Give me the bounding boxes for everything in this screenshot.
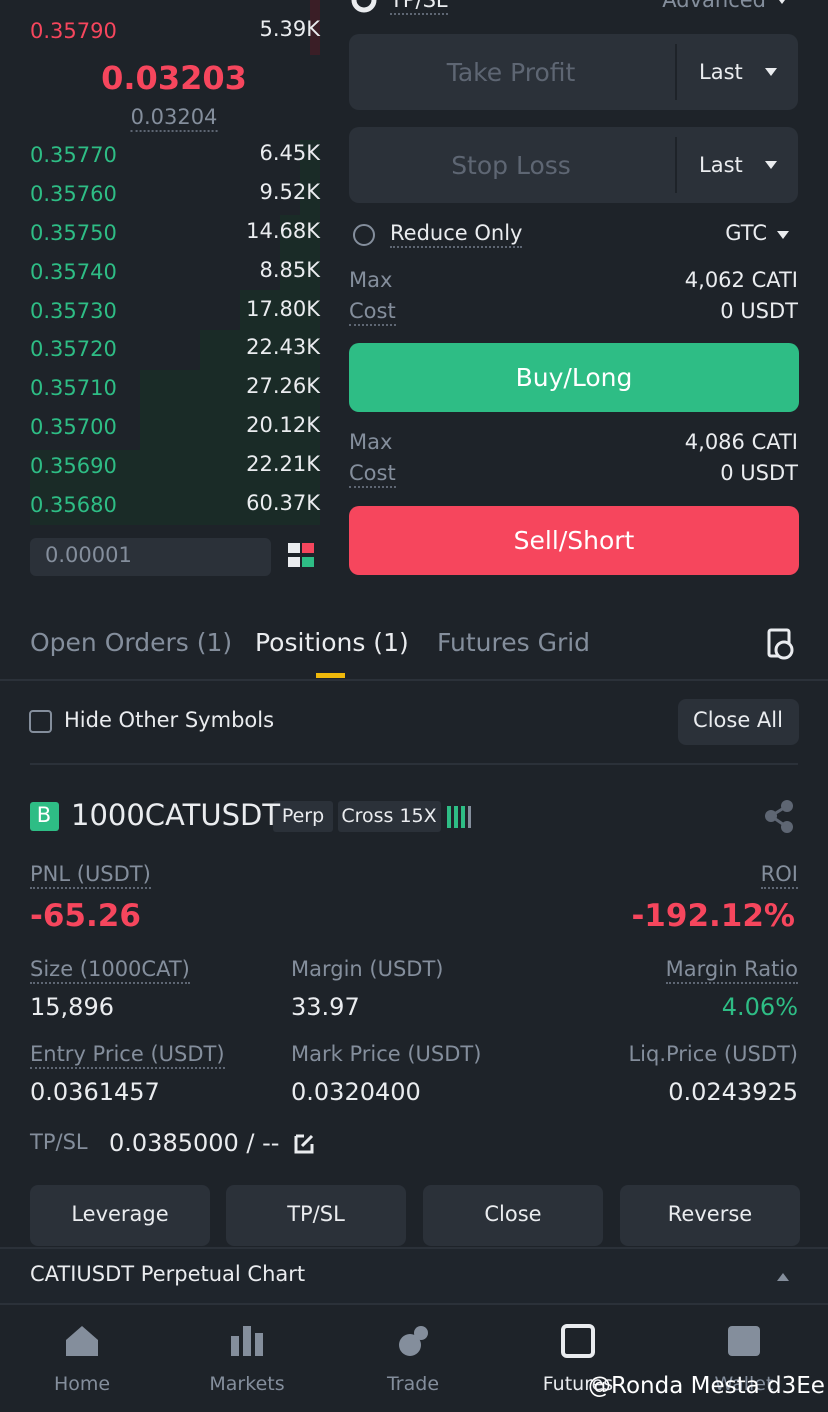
tag: Perp: [281, 804, 325, 827]
bid-price: 0.35680: [30, 492, 117, 517]
tab[interactable]: Positions (1): [255, 628, 409, 658]
tif-select[interactable]: GTC: [725, 221, 767, 246]
roi-value: -192.12%: [631, 897, 795, 934]
buy-button[interactable]: Buy/Long: [515, 363, 633, 393]
max-value: 4,086 CATI: [684, 430, 798, 455]
max-label: Max: [349, 268, 393, 293]
bid-price: 0.35700: [30, 415, 117, 440]
depth-bars: [30, 140, 320, 525]
chart-bar[interactable]: CATIUSDT Perpetual Chart: [30, 1262, 306, 1287]
tab[interactable]: Open Orders (1): [30, 628, 233, 658]
bid-qty: 8.85K: [259, 257, 320, 282]
bid-qty: 17.80K: [246, 296, 320, 321]
field-value: 4.06%: [721, 992, 798, 1021]
field-label: Liq.Price (USDT): [628, 1042, 798, 1067]
bid-price: 0.35690: [30, 453, 117, 478]
cost-value: 0 USDT: [720, 461, 798, 486]
close-all-button[interactable]: Close All: [693, 708, 783, 733]
field-value: 15,896: [30, 992, 114, 1021]
bid-price: 0.35730: [30, 298, 117, 323]
field-label: Size (1000CAT): [30, 959, 190, 985]
bid-qty: 60.37K: [246, 490, 320, 515]
bid-qty: 9.52K: [259, 180, 320, 205]
max-label: Max: [349, 430, 393, 455]
pnl-label: PNL (USDT): [30, 864, 151, 890]
bid-price: 0.35770: [30, 143, 117, 168]
symbol: 1000CATUSDT: [71, 798, 281, 833]
reduce-only[interactable]: Reduce Only: [390, 223, 523, 249]
max-value: 4,062 CATI: [684, 268, 798, 293]
field-label: Margin Ratio: [665, 959, 798, 985]
watermark: @Ronda Mesta d3Ee: [588, 1373, 825, 1400]
ask-price: 0.35790: [30, 19, 117, 44]
trigger-select[interactable]: Last: [699, 153, 743, 178]
roi-label: ROI: [760, 864, 798, 890]
bid-price: 0.35720: [30, 337, 117, 362]
field-value: 33.97: [291, 992, 360, 1021]
nav-item[interactable]: Futures: [542, 1372, 614, 1395]
ask-qty: 5.39K: [259, 17, 320, 42]
hide-other-checkbox[interactable]: Hide Other Symbols: [64, 708, 275, 733]
field-value: 0.0243925: [668, 1077, 798, 1106]
field-label: Mark Price (USDT): [291, 1042, 482, 1067]
tpsl-label: TP/SL: [30, 1130, 88, 1155]
mode-select[interactable]: Advanced: [662, 0, 766, 13]
trigger-select[interactable]: Last: [699, 60, 743, 85]
cost-value: 0 USDT: [720, 299, 798, 324]
sell-button[interactable]: Sell/Short: [513, 526, 635, 556]
position-button[interactable]: Reverse: [667, 1202, 753, 1227]
last-price: 0.03203: [101, 59, 247, 98]
nav-item[interactable]: Markets: [209, 1372, 285, 1395]
tpsl-toggle[interactable]: TP/SL: [390, 0, 448, 16]
bid-price: 0.35710: [30, 376, 117, 401]
field-label: Margin (USDT): [291, 957, 444, 982]
position-button[interactable]: TP/SL: [287, 1202, 345, 1227]
bid-price: 0.35750: [30, 221, 117, 246]
bid-price: 0.35740: [30, 259, 117, 284]
position-button[interactable]: Leverage: [71, 1202, 169, 1227]
bid-qty: 6.45K: [259, 141, 320, 166]
bid-qty: 22.43K: [246, 335, 320, 360]
bid-price: 0.35760: [30, 182, 117, 207]
bid-qty: 20.12K: [246, 413, 320, 438]
tpsl-value: 0.0385000 / --: [109, 1128, 280, 1157]
mark-price: 0.03204: [130, 107, 218, 133]
tag: Cross 15X: [341, 804, 437, 827]
bid-qty: 22.21K: [246, 451, 320, 476]
nav-item[interactable]: Home: [53, 1372, 111, 1395]
field-value: 0.0320400: [291, 1077, 421, 1106]
nav-item[interactable]: Trade: [386, 1372, 440, 1395]
side-badge: B: [36, 803, 52, 828]
cost-label: Cost: [349, 463, 396, 489]
stop-loss-input[interactable]: Stop Loss: [451, 151, 571, 181]
bid-qty: 27.26K: [246, 374, 320, 399]
bid-qty: 14.68K: [246, 219, 320, 244]
pnl-value: -65.26: [30, 897, 141, 934]
precision-select[interactable]: 0.00001: [45, 543, 132, 568]
take-profit-input[interactable]: Take Profit: [446, 58, 576, 88]
position-button[interactable]: Close: [484, 1202, 542, 1227]
tab[interactable]: Futures Grid: [437, 628, 591, 658]
field-value: 0.0361457: [30, 1077, 160, 1106]
cost-label: Cost: [349, 301, 396, 327]
nav-item[interactable]: Wallet: [714, 1372, 774, 1395]
field-label: Entry Price (USDT): [30, 1044, 225, 1070]
